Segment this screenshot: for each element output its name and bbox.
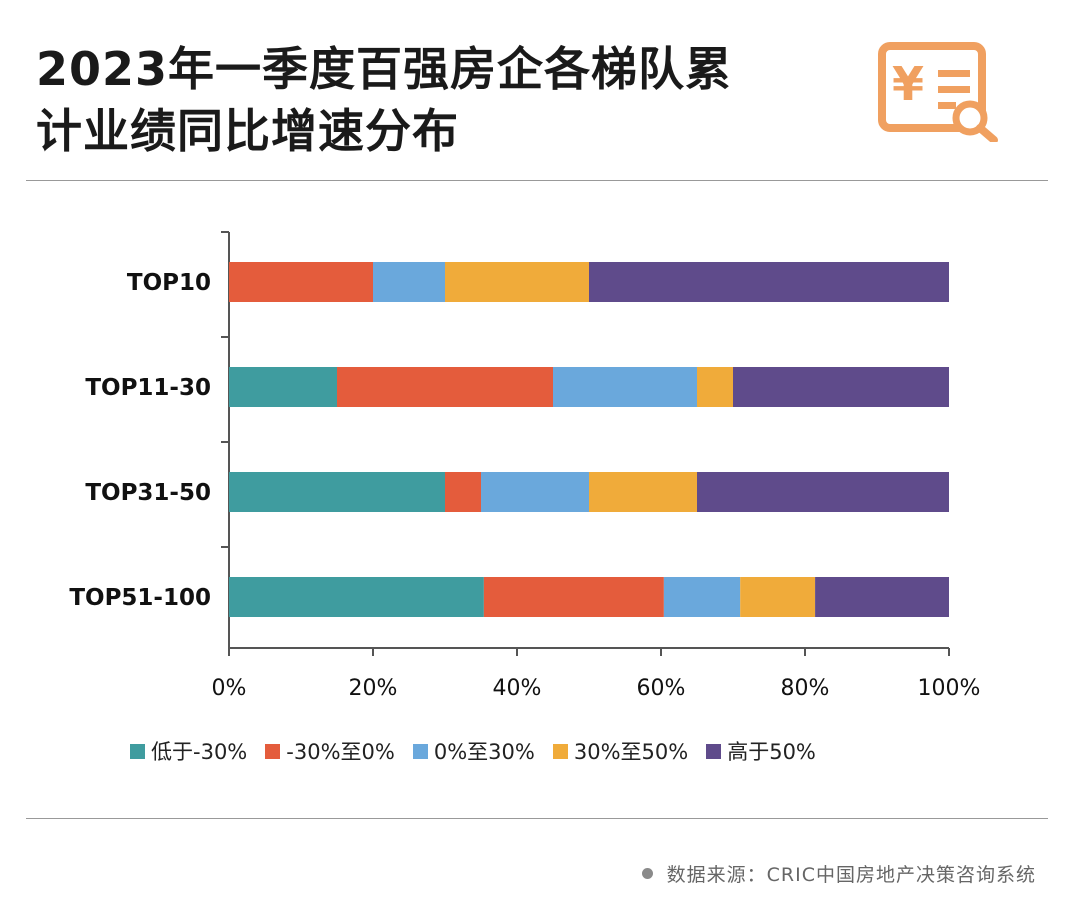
bar-segment [483,577,664,617]
bar-segment [445,262,589,302]
title-line-1: 2023年一季度百强房企各梯队累 [36,42,733,96]
legend-swatch [706,743,722,759]
source-note: 数据来源：CRIC中国房地产决策咨询系统 [641,860,1036,887]
bar-segment [229,472,445,512]
bar-segment [229,367,337,407]
legend-swatch [130,743,145,759]
source-text: 数据来源：CRIC中国房地产决策咨询系统 [666,864,1036,886]
bar-segment [589,472,697,512]
bar-segment [663,577,741,617]
x-tick-label: 40% [493,676,542,701]
divider-top [26,180,1048,181]
legend-label: 30%至50% [573,740,689,764]
chart-legend: 低于-30% -30%至0% 0%至30% 30%至50% 高于50% [130,736,816,766]
bar-segment [229,577,484,617]
bar-segment [229,262,373,302]
legend-item: 低于-30% [130,736,247,766]
x-tick-label: 80% [781,676,830,701]
bar-segment [815,577,949,617]
bar-segment [589,262,949,302]
category-label: TOP10 [127,270,211,296]
legend-label: -30%至0% [286,740,395,764]
legend-swatch [265,743,281,759]
category-label: TOP31-50 [85,480,211,506]
legend-item: 0%至30% [412,736,535,766]
x-tick-label: 100% [918,676,981,701]
yuan-receipt-search-icon: ¥ [878,42,998,142]
legend-item: 30%至50% [552,736,689,766]
svg-text:¥: ¥ [892,57,924,111]
bar-segment [445,472,481,512]
legend-item: 高于50% [706,736,816,766]
legend-label: 低于-30% [151,740,248,764]
bar-segment [697,367,733,407]
bar-segment [481,472,589,512]
legend-swatch [552,743,568,759]
page-title: 2023年一季度百强房企各梯队累 计业绩同比增速分布 [36,38,732,162]
x-tick-label: 20% [349,676,398,701]
bullet-dot-icon [641,868,653,879]
divider-bottom [26,818,1048,819]
bar-segment [373,262,445,302]
legend-swatch [412,743,428,759]
legend-label: 0%至30% [433,740,535,764]
category-label: TOP51-100 [69,585,211,611]
legend-label: 高于50% [727,740,816,764]
bar-segment [733,367,949,407]
title-line-2: 计业绩同比增速分布 [36,104,459,158]
x-tick-label: 60% [637,676,686,701]
bar-segment [740,577,816,617]
bar-segment [553,367,697,407]
legend-item: -30%至0% [265,736,395,766]
bar-segment [337,367,553,407]
bar-segment [697,472,949,512]
category-label: TOP11-30 [85,375,211,401]
x-tick-label: 0% [212,676,247,701]
